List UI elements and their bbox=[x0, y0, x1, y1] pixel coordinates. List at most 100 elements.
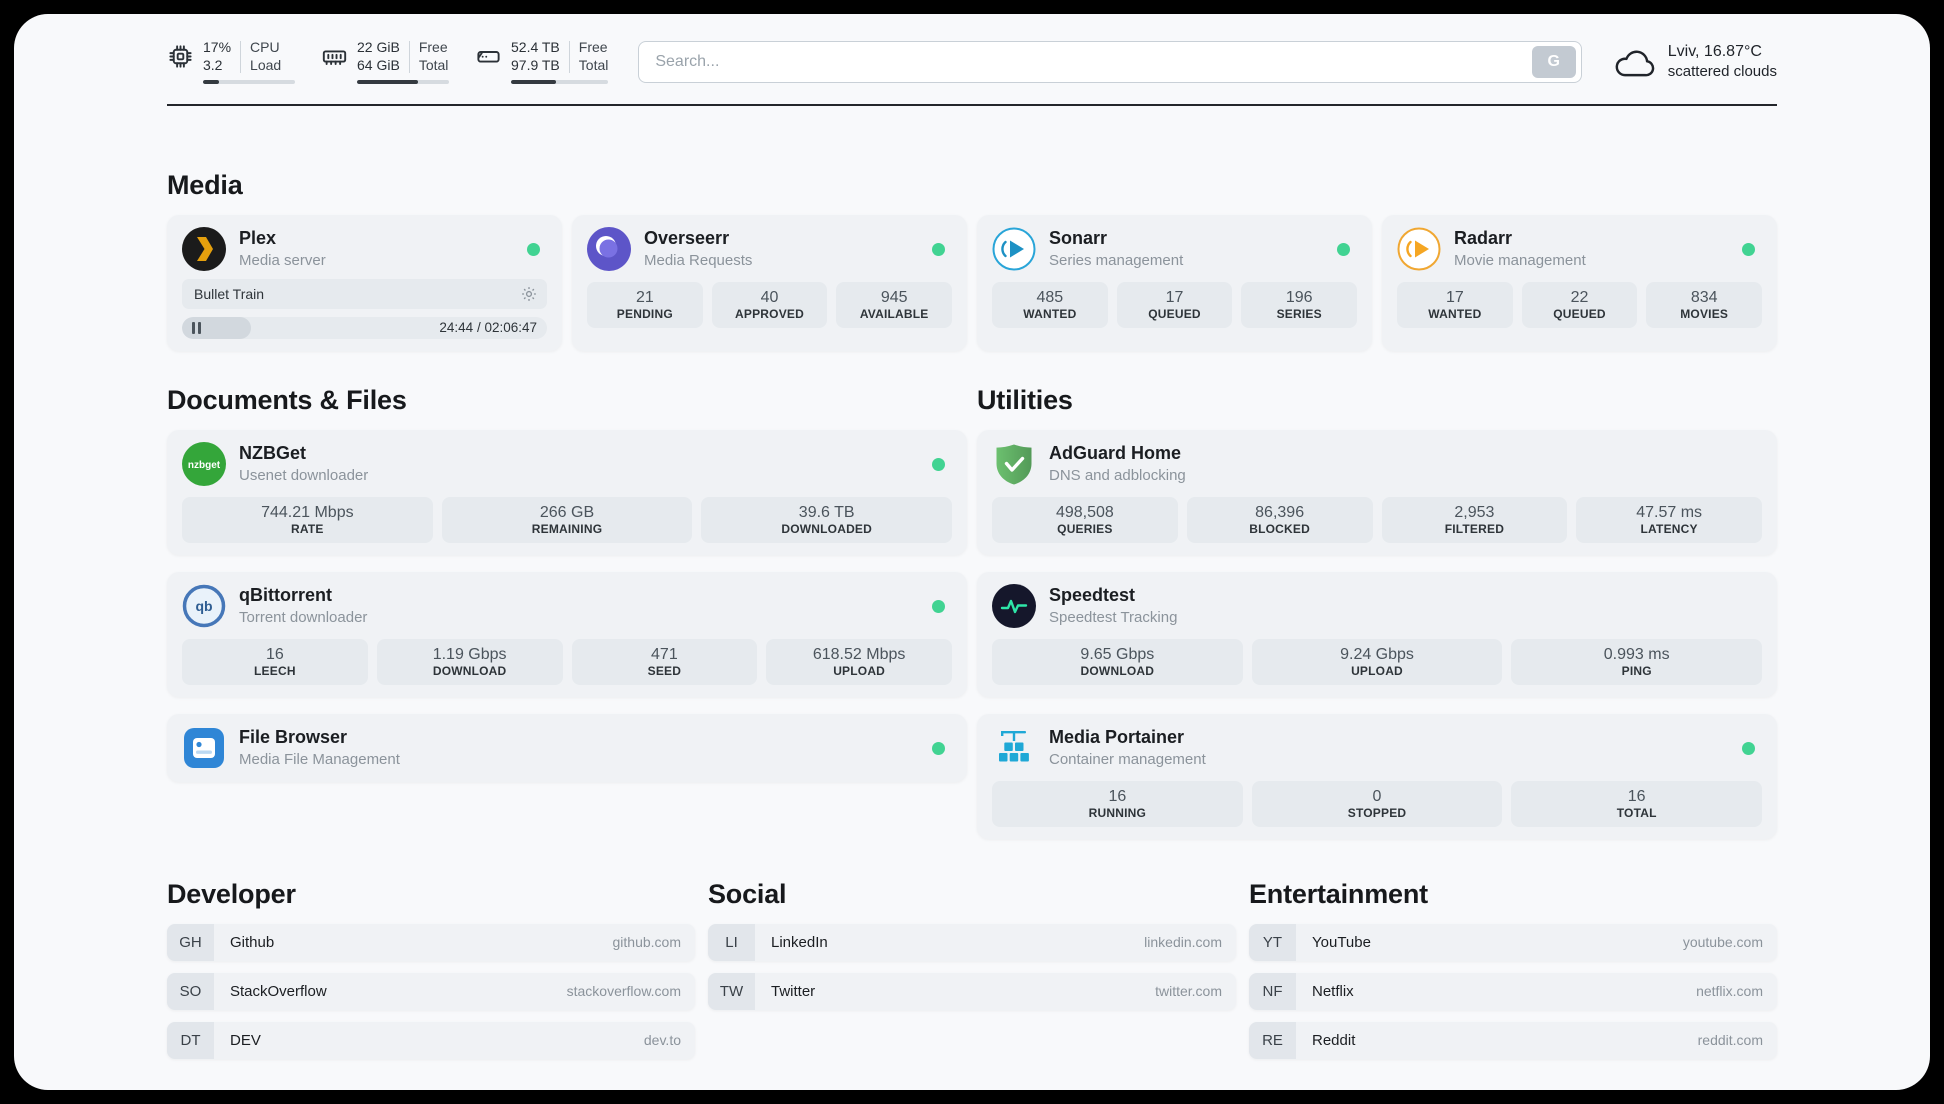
search-input[interactable] bbox=[655, 52, 1532, 71]
app-name: AdGuard Home bbox=[1049, 443, 1182, 464]
app-name: Sonarr bbox=[1049, 228, 1108, 249]
ram-free-label: Free bbox=[418, 39, 448, 55]
speedtest-icon bbox=[992, 583, 1036, 628]
overseerr-icon bbox=[587, 226, 631, 271]
playback-progress-bar[interactable]: 24:44 / 02:06:47 bbox=[182, 316, 547, 339]
stat-label: QUEUED bbox=[1148, 306, 1201, 321]
cloud-icon bbox=[1612, 44, 1656, 80]
stat-value: 266 GB bbox=[539, 503, 595, 521]
bookmark-twitter[interactable]: TW Twitter twitter.com bbox=[708, 972, 1236, 1010]
filebrowser-icon bbox=[182, 726, 226, 770]
stat-label: DOWNLOADED bbox=[781, 521, 873, 536]
stat-value: 471 bbox=[651, 645, 678, 663]
bookmark-stackoverflow[interactable]: SO StackOverflow stackoverflow.com bbox=[167, 972, 695, 1010]
stat-box: 266 GB REMAINING bbox=[441, 496, 693, 543]
app-card-filebrowser[interactable]: File Browser Media File Management bbox=[167, 713, 967, 782]
online-status-dot bbox=[932, 242, 945, 256]
stat-value: 16 bbox=[1108, 787, 1127, 805]
stat-box: 618.52 Mbps UPLOAD bbox=[766, 638, 952, 685]
app-card-radarr[interactable]: Radarr Movie management 17 WANTED 22 QUE… bbox=[1382, 214, 1777, 351]
app-card-overseerr[interactable]: Overseerr Media Requests 21 PENDING 40 A… bbox=[572, 214, 967, 351]
stat-label: WANTED bbox=[1428, 306, 1482, 321]
stat-label: MOVIES bbox=[1680, 306, 1729, 321]
system-monitors: 17% 3.2 CPU Load bbox=[167, 39, 609, 84]
stat-box: 21 PENDING bbox=[587, 281, 703, 328]
search-engine-button[interactable]: G bbox=[1531, 45, 1576, 78]
now-playing-row: Bullet Train bbox=[182, 278, 547, 309]
app-subtitle: Series management bbox=[1049, 252, 1184, 270]
app-subtitle: Speedtest Tracking bbox=[1049, 609, 1178, 627]
bookmark-netflix[interactable]: NF Netflix netflix.com bbox=[1249, 972, 1777, 1010]
stat-label: SERIES bbox=[1276, 306, 1322, 321]
bookmark-reddit[interactable]: RE Reddit reddit.com bbox=[1249, 1021, 1777, 1059]
online-status-dot bbox=[932, 599, 945, 613]
bookmark-linkedin[interactable]: LI LinkedIn linkedin.com bbox=[708, 923, 1236, 961]
stat-label: QUERIES bbox=[1057, 521, 1113, 536]
bookmark-abbr: GH bbox=[167, 923, 214, 961]
stat-value: 47.57 ms bbox=[1636, 503, 1703, 521]
online-status-dot bbox=[1742, 242, 1755, 256]
bookmark-name: LinkedIn bbox=[771, 933, 828, 951]
stat-value: 86,396 bbox=[1255, 503, 1305, 521]
stat-value: 1.19 Gbps bbox=[432, 645, 507, 663]
stat-box: 945 AVAILABLE bbox=[836, 281, 953, 328]
app-card-qbittorrent[interactable]: qb qBittorrent Torrent downloader 16 LEE… bbox=[167, 571, 967, 697]
bookmark-youtube[interactable]: YT YouTube youtube.com bbox=[1249, 923, 1777, 961]
app-name: qBittorrent bbox=[239, 585, 332, 606]
bookmark-name: Twitter bbox=[771, 982, 816, 1000]
disk-total: 97.9 TB bbox=[511, 57, 560, 74]
stat-box: 2,953 FILTERED bbox=[1381, 496, 1568, 543]
app-card-plex[interactable]: Plex Media server Bullet Train bbox=[167, 214, 562, 351]
bookmark-dev[interactable]: DT DEV dev.to bbox=[167, 1021, 695, 1059]
bookmark-name: StackOverflow bbox=[230, 982, 327, 1000]
app-name: Media Portainer bbox=[1049, 727, 1185, 748]
hard-drive-icon bbox=[475, 43, 502, 70]
disk-usage-bar bbox=[511, 79, 609, 84]
section-title-developer: Developer bbox=[167, 878, 296, 909]
divider bbox=[408, 40, 410, 73]
online-status-dot bbox=[932, 741, 945, 755]
section-title-utilities: Utilities bbox=[977, 384, 1073, 415]
stat-label: QUEUED bbox=[1553, 306, 1606, 321]
bookmark-github[interactable]: GH Github github.com bbox=[167, 923, 695, 961]
gear-icon[interactable] bbox=[520, 285, 538, 303]
stat-value: 40 bbox=[760, 288, 779, 306]
app-card-speedtest[interactable]: Speedtest Speedtest Tracking 9.65 Gbps D… bbox=[977, 571, 1777, 697]
stat-label: APPROVED bbox=[735, 306, 804, 321]
stat-value: 196 bbox=[1285, 288, 1313, 306]
stat-label: PENDING bbox=[616, 306, 673, 321]
app-subtitle: Media server bbox=[239, 252, 326, 270]
app-card-nzbget[interactable]: nzbget NZBGet Usenet downloader 744.21 M… bbox=[167, 429, 967, 555]
stat-label: SEED bbox=[647, 663, 682, 678]
search-bar: G bbox=[638, 40, 1582, 83]
app-card-sonarr[interactable]: Sonarr Series management 485 WANTED 17 Q… bbox=[977, 214, 1372, 351]
app-subtitle: Usenet downloader bbox=[239, 467, 369, 485]
app-card-portainer[interactable]: Media Portainer Container management 16 … bbox=[977, 713, 1777, 839]
stat-box: 39.6 TB DOWNLOADED bbox=[701, 496, 953, 543]
stat-label: LATENCY bbox=[1640, 521, 1698, 536]
app-card-adguard[interactable]: AdGuard Home DNS and adblocking 498,508 … bbox=[977, 429, 1777, 555]
stat-value: 744.21 Mbps bbox=[261, 503, 354, 521]
disk-free-label: Free bbox=[578, 39, 608, 55]
stat-value: 945 bbox=[880, 288, 908, 306]
app-name: NZBGet bbox=[239, 443, 306, 464]
online-status-dot bbox=[1337, 242, 1350, 256]
stat-box: 1.19 Gbps DOWNLOAD bbox=[376, 638, 563, 685]
stat-value: 16 bbox=[265, 645, 284, 663]
section-title-entertainment: Entertainment bbox=[1249, 878, 1428, 909]
cpu-usage-bar bbox=[203, 79, 295, 84]
app-subtitle: Media File Management bbox=[239, 751, 400, 769]
stat-box: 17 WANTED bbox=[1397, 281, 1513, 328]
stat-label: LEECH bbox=[254, 663, 296, 678]
pause-icon[interactable] bbox=[192, 321, 201, 334]
playback-time: 24:44 / 02:06:47 bbox=[439, 320, 537, 336]
stat-value: 9.24 Gbps bbox=[1340, 645, 1414, 663]
app-name: Radarr bbox=[1454, 228, 1513, 249]
stat-label: STOPPED bbox=[1347, 805, 1407, 820]
stat-box: 485 WANTED bbox=[992, 281, 1108, 328]
stat-value: 485 bbox=[1036, 288, 1064, 306]
nzbget-icon: nzbget bbox=[182, 441, 226, 486]
stat-value: 39.6 TB bbox=[798, 503, 855, 521]
stat-box: 9.65 Gbps DOWNLOAD bbox=[992, 638, 1243, 685]
dashboard-frame: 17% 3.2 CPU Load bbox=[14, 14, 1930, 1090]
